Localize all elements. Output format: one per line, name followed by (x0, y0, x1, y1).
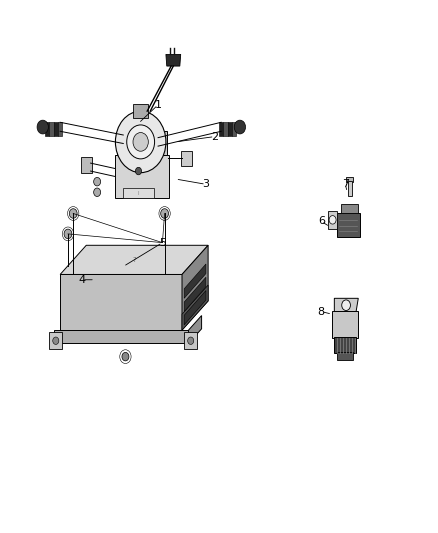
Circle shape (116, 111, 166, 173)
Polygon shape (184, 290, 206, 325)
Circle shape (133, 133, 148, 151)
Circle shape (342, 300, 350, 311)
Bar (223, 122, 228, 135)
Text: 1: 1 (155, 100, 162, 110)
Bar (133, 104, 148, 117)
Polygon shape (182, 285, 208, 330)
Circle shape (329, 216, 336, 224)
Circle shape (94, 188, 101, 197)
Circle shape (234, 120, 246, 134)
Polygon shape (60, 274, 182, 330)
Text: 7: 7 (342, 179, 349, 189)
Bar (181, 151, 192, 166)
Bar (115, 155, 169, 198)
Polygon shape (166, 54, 181, 66)
Text: 6: 6 (318, 216, 325, 227)
Bar (81, 157, 92, 173)
Bar (53, 122, 58, 135)
Bar (49, 332, 62, 349)
Bar (117, 131, 167, 155)
Text: 3: 3 (202, 179, 209, 189)
Bar (219, 122, 223, 135)
Bar (123, 188, 154, 198)
Bar (332, 311, 358, 338)
Text: ?: ? (132, 257, 136, 263)
Bar (184, 332, 197, 349)
Bar (53, 330, 188, 343)
Polygon shape (182, 245, 208, 330)
Bar (49, 122, 53, 135)
Bar (45, 122, 49, 135)
Bar (348, 181, 352, 196)
Circle shape (64, 229, 72, 239)
Polygon shape (336, 214, 360, 237)
Polygon shape (184, 264, 206, 298)
Bar (341, 204, 358, 214)
Circle shape (187, 337, 194, 344)
Text: 5: 5 (159, 238, 166, 248)
Circle shape (69, 209, 77, 218)
Bar (328, 211, 337, 229)
Circle shape (37, 120, 48, 134)
Circle shape (135, 167, 141, 175)
Bar (58, 122, 62, 135)
Polygon shape (334, 298, 358, 312)
Bar (228, 122, 232, 135)
Text: 4: 4 (78, 274, 85, 285)
Bar (346, 177, 353, 182)
Circle shape (53, 337, 59, 344)
Circle shape (94, 177, 101, 186)
Polygon shape (184, 277, 206, 312)
Bar (334, 337, 356, 353)
Text: l: l (138, 191, 139, 196)
Bar (337, 352, 353, 360)
Circle shape (127, 125, 155, 159)
Text: 2: 2 (211, 132, 218, 142)
Circle shape (122, 352, 129, 361)
Circle shape (161, 209, 169, 218)
Polygon shape (188, 316, 201, 343)
Text: 8: 8 (318, 306, 325, 317)
Bar (232, 122, 237, 135)
Polygon shape (60, 245, 208, 274)
